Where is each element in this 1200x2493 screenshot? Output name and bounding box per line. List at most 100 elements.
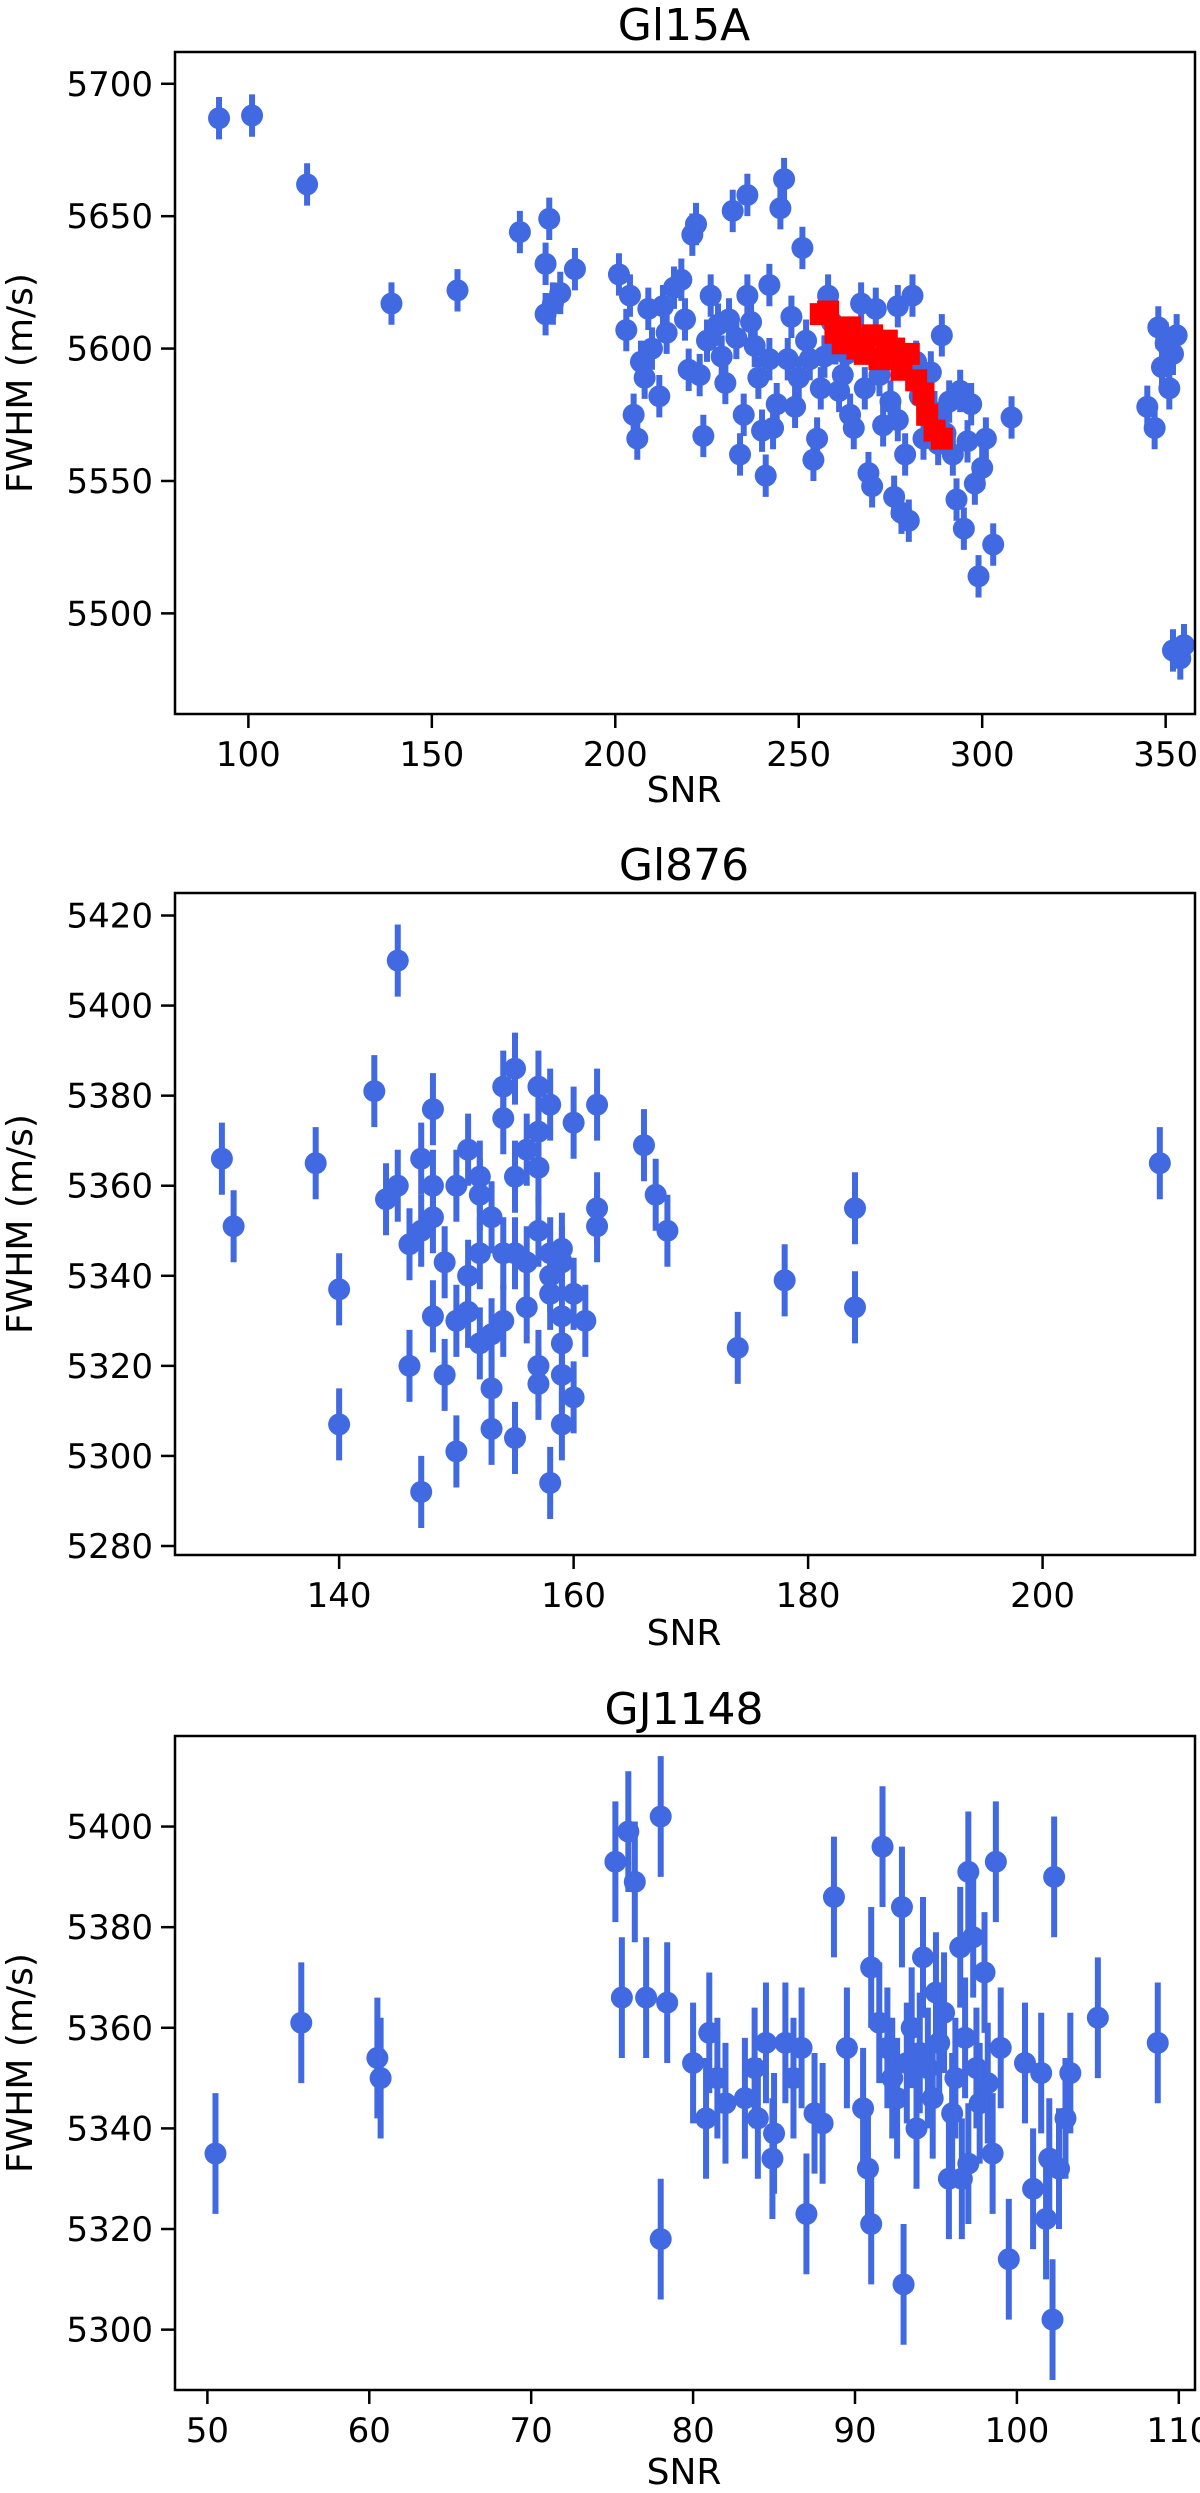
data-point [982, 533, 1005, 556]
data-point [714, 2092, 737, 2115]
data-point [831, 364, 854, 387]
data-point [726, 1336, 749, 1359]
data-point [974, 427, 997, 450]
data-point [586, 1093, 609, 1116]
data-point [871, 1835, 894, 1858]
y-tick-label: 5600 [66, 330, 153, 370]
x-tick-label: 50 [186, 2411, 229, 2451]
y-axis-label: FWHM (m/s) [0, 273, 41, 493]
data-point [945, 488, 968, 511]
data-point [725, 326, 748, 349]
y-ticks: 5280 5300 5320 5340 5360 5380 5400 5420 [66, 897, 175, 1567]
data-point [967, 565, 990, 588]
data-point [736, 284, 759, 307]
data-point [539, 1282, 562, 1305]
data-point [714, 372, 737, 394]
data-point [844, 1296, 866, 1319]
data-point [549, 281, 572, 304]
data-point [688, 364, 711, 387]
data-point [515, 1296, 538, 1319]
data-point [795, 329, 818, 352]
data-point [446, 279, 469, 302]
data-point [981, 2142, 1004, 2165]
data-point [656, 1219, 679, 1242]
data-point [563, 258, 586, 281]
data-point [692, 424, 715, 447]
data-point [586, 1215, 609, 1238]
data-point [550, 1363, 573, 1386]
data-point [421, 1098, 444, 1121]
data-point [897, 509, 920, 532]
data-point [954, 2026, 977, 2049]
data-point [809, 377, 832, 400]
y-axis-label: FWHM (m/s) [0, 1953, 41, 2173]
y-tick-label: 5340 [66, 1257, 153, 1297]
y-axis-label: FWHM (m/s) [0, 1114, 41, 1334]
data-point [615, 319, 638, 342]
data-point [890, 1896, 913, 1919]
data-point [208, 107, 231, 130]
x-tick-label: 350 [1133, 735, 1198, 775]
x-ticks: 50 60 70 80 90 100 110 [186, 2390, 1200, 2451]
data-point [622, 403, 645, 426]
data-point [780, 305, 803, 328]
chart-gj1148: GJ1148 SNR FWHM (m/s) 50 60 70 80 90 100 110 5… [0, 1684, 1200, 2493]
data-point [328, 1413, 351, 1436]
chart-gl15a: Gl15A SNR FWHM (m/s) 100 150 200 250 300 350 … [0, 0, 1198, 811]
data-point [952, 517, 975, 540]
y-tick-label: 5280 [66, 1527, 153, 1567]
data-point [758, 274, 781, 297]
data-point [795, 2202, 818, 2225]
data-point [944, 2067, 967, 2090]
data-point [784, 395, 807, 418]
data-point [421, 1305, 444, 1328]
data-point [445, 1440, 468, 1463]
data-point [492, 1107, 515, 1130]
data-point [844, 1197, 866, 1220]
data-point [649, 1805, 672, 1828]
data-point [740, 311, 763, 334]
axes-frame [173, 891, 1197, 1557]
data-point [930, 427, 953, 450]
x-tick-label: 100 [984, 2411, 1049, 2451]
x-tick-label: 180 [776, 1576, 841, 1616]
data-point [758, 348, 781, 371]
data-point [380, 292, 403, 315]
data-point [976, 2072, 999, 2095]
chart-gl876: Gl876 SNR FWHM (m/s) 140 160 180 200 5280 53… [0, 840, 1197, 1654]
y-tick-label: 5320 [66, 2210, 153, 2250]
data-point [897, 342, 920, 365]
data-point [696, 329, 719, 352]
data-point [957, 2152, 980, 2175]
data-point [806, 427, 829, 450]
data-point [386, 949, 409, 972]
data-point [1000, 406, 1023, 429]
data-point [562, 1282, 585, 1305]
data-point [623, 1870, 646, 1893]
y-tick-label: 5400 [66, 987, 153, 1027]
data-point [773, 168, 796, 191]
data-point [743, 2057, 766, 2080]
x-axis-label: SNR [647, 2452, 722, 2493]
x-tick-label: 80 [671, 2411, 714, 2451]
y-tick-label: 5360 [66, 2009, 153, 2049]
data-point [1059, 2062, 1082, 2085]
x-tick-label: 160 [541, 1576, 606, 1616]
data-point [369, 2067, 392, 2090]
data-point [504, 1057, 526, 1080]
x-tick-label: 100 [216, 735, 281, 775]
data-point [822, 1885, 845, 1908]
data-point [574, 1309, 597, 1332]
y-ticks: 5300 5320 5340 5360 5380 5400 [66, 1808, 175, 2351]
chart-title: GJ1148 [604, 1684, 763, 1735]
data-point [1146, 2031, 1169, 2054]
y-tick-label: 5360 [66, 1167, 153, 1207]
data-point [886, 2087, 909, 2110]
data-point [550, 1251, 573, 1274]
data-point [222, 1215, 245, 1238]
data-point [562, 1386, 585, 1409]
data-point [504, 1426, 526, 1449]
data-point [328, 1278, 351, 1301]
y-tick-label: 5380 [66, 1077, 153, 1117]
data-point [776, 348, 799, 371]
